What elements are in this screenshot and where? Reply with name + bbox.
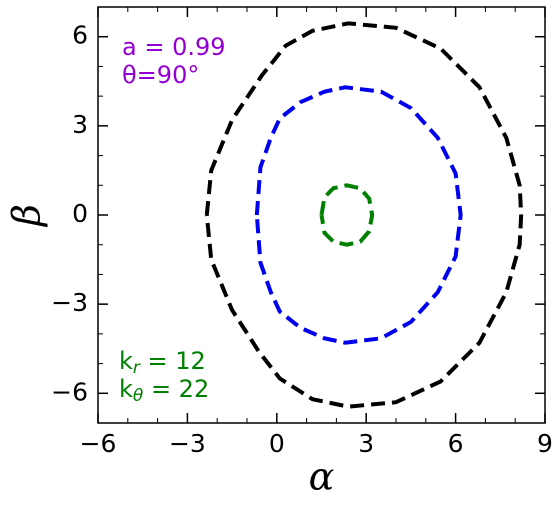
contour	[319, 183, 375, 247]
x-tick-label: 6	[448, 429, 464, 458]
contour	[254, 85, 463, 345]
annotation-text: θ=90°	[122, 61, 199, 89]
y-tick-label: −6	[51, 377, 88, 406]
x-axis-label: α	[309, 455, 335, 499]
x-tick-label: 9	[537, 429, 553, 458]
y-tick-label: 3	[72, 110, 88, 139]
x-tick-label: 0	[269, 429, 285, 458]
annotation: kθ = 22	[119, 375, 209, 406]
annotation-text: k	[119, 347, 133, 375]
y-tick-label: 0	[72, 199, 88, 228]
y-tick-label: −3	[51, 288, 88, 317]
annotation: kr = 12	[119, 347, 206, 378]
x-tick-label: −6	[80, 429, 117, 458]
annotation-text: k	[119, 375, 133, 403]
x-tick-label: −3	[169, 429, 206, 458]
annotation-subscript: θ	[133, 386, 144, 406]
annotation-text: a = 0.99	[122, 33, 226, 61]
contour	[204, 21, 524, 409]
annotation-subscript: r	[133, 358, 141, 378]
annotation-text: = 22	[143, 375, 209, 403]
annotation: a = 0.99	[122, 33, 226, 61]
x-tick-label: 3	[358, 429, 374, 458]
annotation: θ=90°	[122, 61, 199, 89]
y-tick-label: 6	[72, 21, 88, 50]
annotation-text: = 12	[140, 347, 206, 375]
y-axis-label: β	[5, 204, 49, 228]
